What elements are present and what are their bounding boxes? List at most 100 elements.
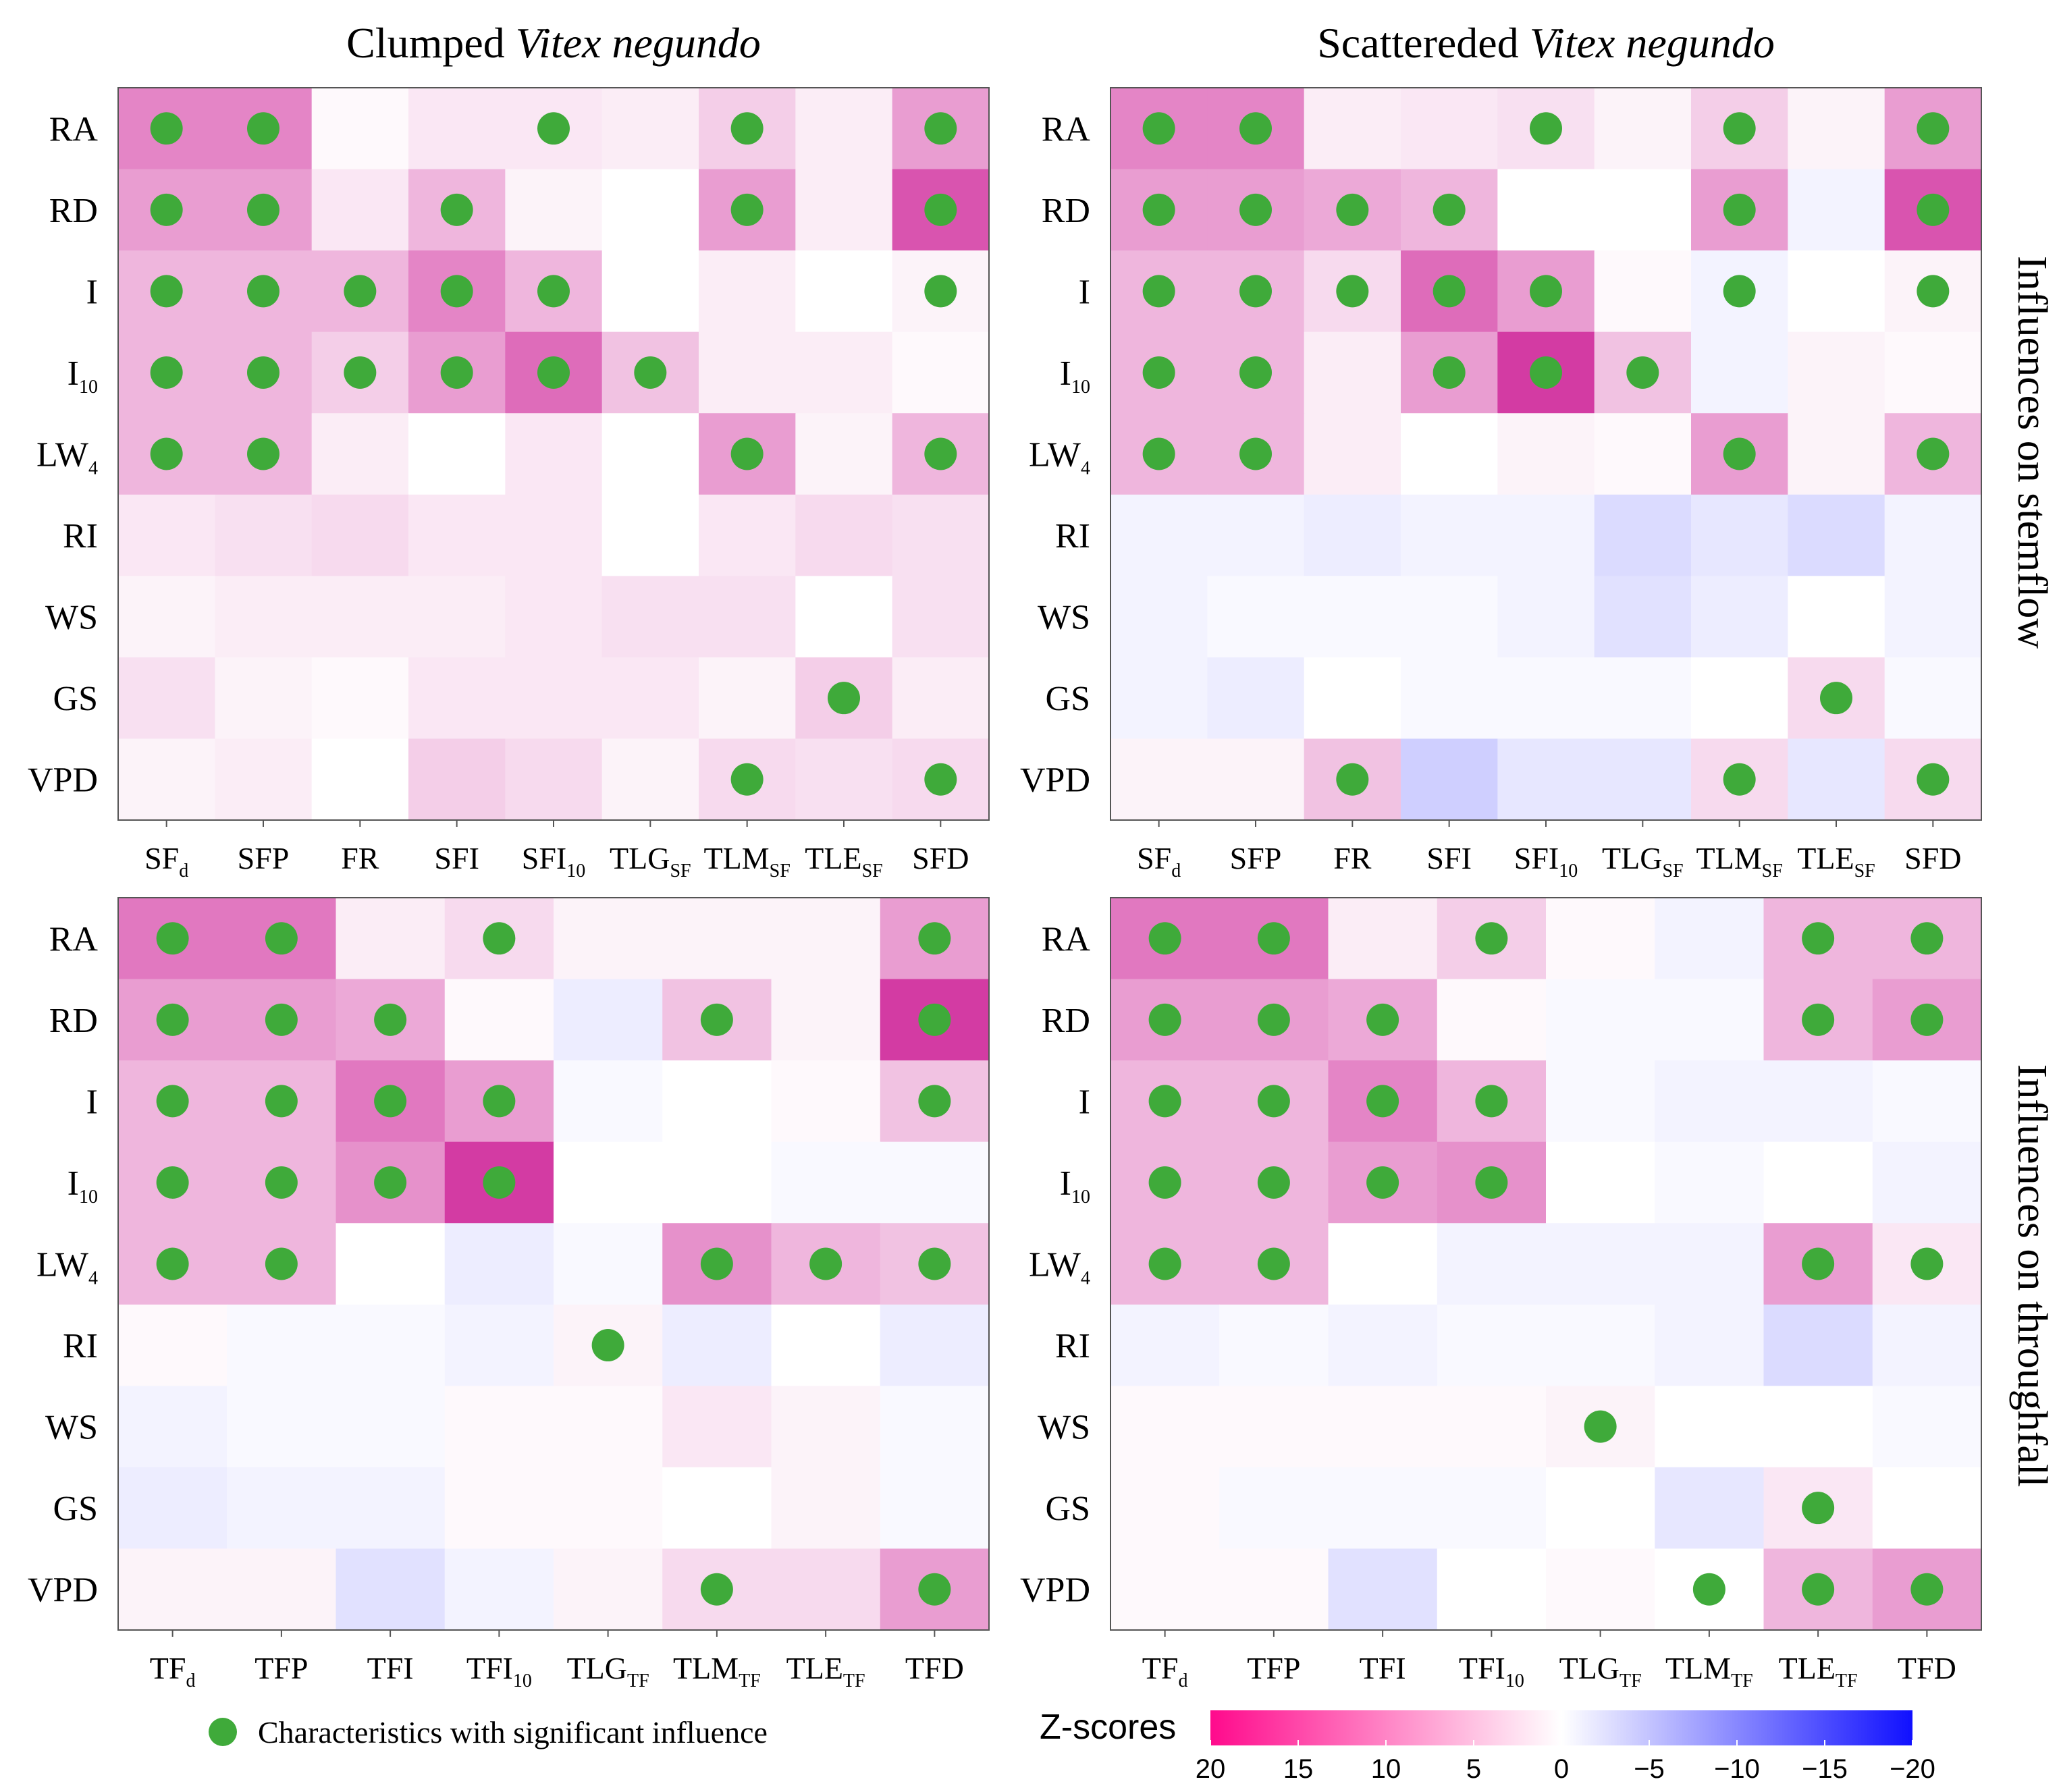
- cell-scattered-stemflow-r5-c8: [1884, 494, 1982, 576]
- sig-dot-scattered-stemflow-r4-c6: [1723, 437, 1756, 470]
- cell-scattered-stemflow-r4-c5: [1594, 413, 1692, 495]
- row-label-clumped-stemflow-i-10: I10: [68, 354, 98, 398]
- colorbar-title: Z-scores: [1040, 1708, 1176, 1747]
- panel-frame-scattered-throughfall: [1110, 897, 1982, 1631]
- sig-dot-clumped-throughfall-r4-c1: [265, 1247, 298, 1280]
- cell-clumped-throughfall-r8-c6: [771, 1548, 881, 1631]
- cell-clumped-stemflow-r5-c4: [505, 494, 603, 576]
- cell-clumped-stemflow-r0-c2: [311, 88, 409, 170]
- cell-clumped-stemflow-r6-c1: [215, 576, 313, 658]
- cell-clumped-stemflow-r8-c7: [795, 738, 893, 821]
- cell-scattered-stemflow-r7-c8: [1884, 657, 1982, 740]
- cell-clumped-stemflow-r8-c4: [505, 738, 603, 821]
- cell-clumped-stemflow-r4-c3: [408, 413, 506, 495]
- sig-dot-scattered-throughfall-r8-c6: [1802, 1573, 1835, 1606]
- cell-clumped-throughfall-r7-c3: [444, 1467, 554, 1550]
- cell-scattered-throughfall-r5-c0: [1110, 1304, 1220, 1386]
- cell-scattered-throughfall-r2-c6: [1763, 1060, 1873, 1143]
- col-label-clumped-stemflow-sf-d: SFd: [144, 841, 188, 881]
- cell-scattered-stemflow-r8-c0: [1110, 738, 1208, 821]
- row-label-scattered-stemflow-rd: RD: [1042, 192, 1090, 230]
- cell-clumped-throughfall-r5-c6: [771, 1304, 881, 1386]
- cell-scattered-stemflow-r7-c0: [1110, 657, 1208, 740]
- cell-clumped-throughfall-r3-c7: [880, 1141, 990, 1224]
- sig-dot-scattered-throughfall-r2-c0: [1148, 1085, 1181, 1118]
- sig-dot-scattered-throughfall-r8-c5: [1692, 1573, 1725, 1606]
- cell-clumped-throughfall-r0-c4: [554, 898, 663, 980]
- sig-dot-scattered-stemflow-r4-c8: [1917, 437, 1950, 470]
- cell-scattered-stemflow-r0-c2: [1304, 88, 1401, 170]
- col-label-scattered-stemflow-sfi: SFI: [1426, 841, 1471, 875]
- cell-scattered-throughfall-r7-c4: [1546, 1467, 1655, 1550]
- cell-clumped-stemflow-r8-c1: [215, 738, 313, 821]
- cell-scattered-throughfall-r7-c5: [1655, 1467, 1765, 1550]
- col-label-scattered-stemflow-tle-sf: TLESF: [1797, 841, 1875, 881]
- cell-clumped-stemflow-r5-c0: [118, 494, 215, 576]
- cell-scattered-stemflow-r8-c4: [1497, 738, 1595, 821]
- panel-title-scattered-stemflow: Scattereded Vitex negundo: [1317, 19, 1775, 67]
- col-label-clumped-stemflow-fr: FR: [341, 841, 379, 875]
- panel-scattered-stemflow: Scattereded Vitex negundo RA RD I I10 LW4 RI WS…: [1020, 19, 1982, 881]
- sig-dot-scattered-throughfall-r4-c6: [1802, 1247, 1835, 1280]
- heatmap-panels: Clumped Vitex negundo RA RD I I10 LW4 RI WS GS VP…: [28, 19, 1982, 1691]
- cell-clumped-throughfall-r0-c6: [771, 898, 881, 980]
- cell-clumped-stemflow-r7-c6: [699, 657, 796, 740]
- cell-clumped-throughfall-r8-c0: [118, 1548, 227, 1631]
- panel-scattered-throughfall: RA RD I I10 LW4 RI WS GS VPD TFd TFP TFI TFI10 TLGTF T…: [1020, 897, 1982, 1691]
- row-label-clumped-stemflow-lw-4: LW4: [36, 436, 98, 479]
- row-label-clumped-stemflow-gs: GS: [53, 680, 98, 718]
- cell-scattered-stemflow-r8-c7: [1788, 738, 1885, 821]
- row-label-scattered-throughfall-ra: RA: [1042, 920, 1091, 958]
- sig-dot-clumped-stemflow-r4-c8: [924, 437, 957, 470]
- cell-scattered-stemflow-r3-c7: [1788, 331, 1885, 414]
- cell-clumped-stemflow-r7-c0: [118, 657, 215, 740]
- sig-dot-clumped-stemflow-r3-c3: [440, 356, 473, 389]
- cell-scattered-stemflow-r3-c2: [1304, 331, 1401, 414]
- sig-dot-scattered-stemflow-r1-c3: [1433, 193, 1466, 226]
- cell-scattered-stemflow-r7-c1: [1207, 657, 1305, 740]
- cell-scattered-throughfall-r1-c3: [1437, 979, 1547, 1061]
- cell-clumped-stemflow-r0-c3: [408, 88, 506, 170]
- row-label-clumped-throughfall-ws: WS: [45, 1409, 98, 1447]
- sig-dot-scattered-stemflow-r2-c4: [1530, 275, 1562, 308]
- colorbar-tick-0: 20: [1196, 1754, 1226, 1784]
- row-label-scattered-throughfall-rd: RD: [1042, 1002, 1090, 1040]
- sig-dot-clumped-throughfall-r1-c7: [918, 1003, 951, 1036]
- panel-title-clumped-stemflow: Clumped Vitex negundo: [346, 19, 761, 67]
- cell-clumped-throughfall-r7-c2: [336, 1467, 446, 1550]
- sig-dot-clumped-stemflow-r2-c1: [247, 275, 279, 308]
- sig-dot-clumped-throughfall-r5-c4: [591, 1329, 624, 1362]
- cell-scattered-stemflow-r3-c8: [1884, 331, 1982, 414]
- sig-dot-clumped-throughfall-r4-c7: [918, 1247, 951, 1280]
- cell-clumped-throughfall-r6-c1: [227, 1386, 337, 1468]
- col-label-scattered-stemflow-sfd: SFD: [1904, 841, 1961, 875]
- sig-dot-clumped-throughfall-r1-c5: [700, 1003, 733, 1036]
- cell-scattered-throughfall-r5-c2: [1328, 1304, 1438, 1386]
- cell-scattered-stemflow-r6-c3: [1401, 576, 1498, 658]
- cell-scattered-throughfall-r5-c5: [1655, 1304, 1765, 1386]
- cell-scattered-throughfall-r6-c1: [1219, 1386, 1329, 1468]
- cell-clumped-stemflow-r7-c8: [892, 657, 990, 740]
- cell-scattered-stemflow-r3-c6: [1691, 331, 1788, 414]
- cell-scattered-stemflow-r6-c1: [1207, 576, 1305, 658]
- cell-scattered-stemflow-r6-c7: [1788, 576, 1885, 658]
- cell-clumped-throughfall-r7-c4: [554, 1467, 663, 1550]
- cell-scattered-throughfall-r6-c5: [1655, 1386, 1765, 1468]
- cell-clumped-throughfall-r7-c6: [771, 1467, 881, 1550]
- sig-dot-clumped-throughfall-r3-c0: [156, 1166, 189, 1199]
- cell-clumped-throughfall-r3-c5: [662, 1141, 772, 1224]
- cell-clumped-throughfall-r5-c5: [662, 1304, 772, 1386]
- cell-scattered-throughfall-r5-c6: [1763, 1304, 1873, 1386]
- cell-scattered-stemflow-r4-c2: [1304, 413, 1401, 495]
- cell-scattered-stemflow-r1-c5: [1594, 169, 1692, 251]
- col-label-clumped-stemflow-sfi: SFI: [434, 841, 479, 875]
- cell-clumped-stemflow-r7-c1: [215, 657, 313, 740]
- cell-scattered-throughfall-r8-c3: [1437, 1548, 1547, 1631]
- sig-dot-clumped-throughfall-r4-c6: [809, 1247, 842, 1280]
- legend-dot: [209, 1718, 237, 1746]
- row-label-scattered-stemflow-i-10: I10: [1060, 354, 1090, 398]
- cell-scattered-stemflow-r6-c8: [1884, 576, 1982, 658]
- cell-scattered-throughfall-r4-c3: [1437, 1223, 1547, 1305]
- cell-scattered-stemflow-r4-c7: [1788, 413, 1885, 495]
- row-label-scattered-stemflow-lw-4: LW4: [1029, 436, 1090, 479]
